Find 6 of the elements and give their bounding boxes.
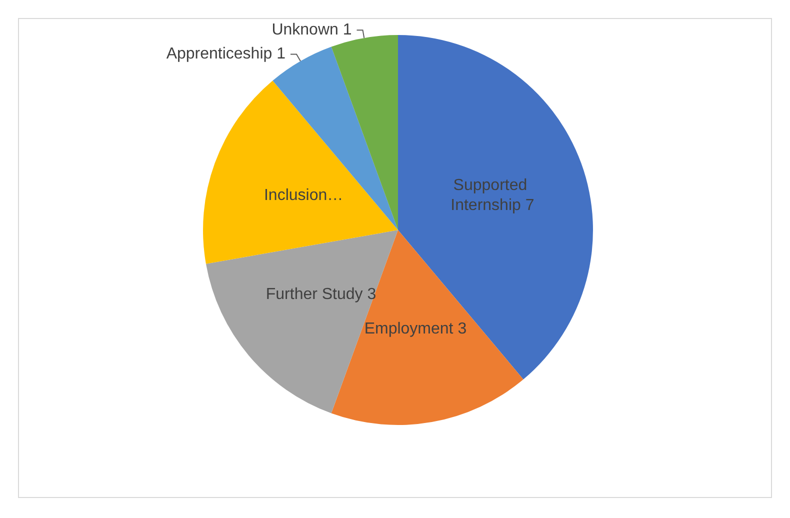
slice-label: Supported Internship 7	[450, 177, 534, 214]
slice-label: Further Study 3	[266, 286, 376, 304]
slice-label: Inclusion…	[264, 187, 344, 204]
slice-label: Unknown 1	[272, 22, 352, 39]
slice-label: Employment 3	[364, 320, 467, 338]
slice-label: Apprenticeship 1	[166, 46, 286, 63]
